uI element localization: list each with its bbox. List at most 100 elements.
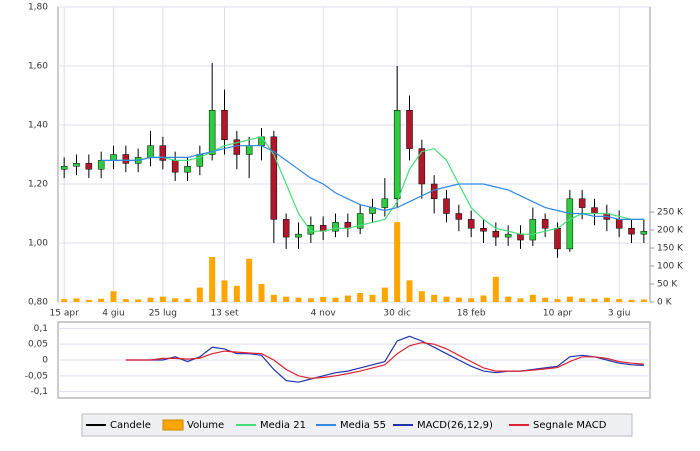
volume-bar [579,298,586,302]
y-tick-label: 1,60 [28,62,48,72]
volume-bar [455,297,462,302]
y-tick-label: 0,1 [34,324,48,334]
candle-body [73,163,80,167]
candle-body [97,160,105,170]
volume-bar [406,280,413,302]
legend-label: Candele [110,420,151,431]
candle-body [578,198,586,208]
candle-body [245,145,253,155]
volume-bar [443,296,450,302]
y2-tick-label: 0 K [657,298,673,308]
candle-body [566,198,574,250]
candle-body [418,148,426,185]
legend-label: Media 55 [340,420,386,431]
candle-body [529,219,537,241]
volume-bar [640,299,647,302]
candle-body [159,145,167,161]
volume-bar [480,295,487,302]
candle-body [258,136,265,146]
x-tick-label: 4 nov [311,309,337,319]
volume-bar [258,284,265,302]
candle-body [110,154,117,161]
candle-body [640,230,648,235]
volume-bar [554,299,561,302]
volume-bar [394,222,401,302]
x-tick-label: 25 lug [149,309,177,319]
x-tick-label: 3 giu [608,309,631,319]
series-line [125,335,644,383]
volume-bar [492,276,499,302]
candle-body [332,222,339,232]
volume-bar [332,297,339,302]
x-tick-label: 30 dic [383,309,411,319]
legend-box [81,413,633,437]
y-tick-label: 0 [42,356,48,366]
volume-bar [628,299,635,302]
candle-body [221,110,228,140]
legend-label: Media 21 [260,420,306,431]
candle-body [381,198,389,208]
candle-body [208,110,216,155]
candle-body [307,225,315,235]
legend: Candele Volume Media 21 Media 55 MACD(26,12,… [81,413,633,437]
series-line [113,136,644,235]
candle-body [591,207,598,214]
candle-body [393,110,401,199]
volume-bar [122,299,129,302]
volume-bar [221,280,228,302]
volume-bar [61,299,68,302]
volume-bar [418,291,425,302]
volume-bar [85,299,92,302]
x-tick-label: 13 set [210,309,239,319]
candle-body [628,228,635,235]
y-tick-label: -0,1 [30,387,48,397]
volume-bar [184,298,191,302]
x-tick-label: 10 apr [543,309,573,319]
volume-bar [73,298,80,302]
y-tick-label: 1,20 [28,180,48,190]
volume-bar [566,296,573,302]
volume-bar [196,287,203,302]
candle-body [406,110,413,149]
volume-bar [381,287,388,302]
volume-bar [320,296,327,302]
volume-bar [603,297,610,302]
candle-body [295,233,302,238]
legend-label: MACD(26,12,9) [417,420,493,431]
candle-body [467,219,475,229]
volume-bar [283,296,290,302]
volume-bar [307,298,314,302]
volume-bar [159,296,166,302]
volume-bar [233,285,240,302]
volume-bar [295,297,302,302]
candle-body [60,166,68,170]
volume-bar [344,295,351,302]
legend-swatch [162,419,184,431]
volume-bar [172,298,179,302]
candle-body [270,136,278,220]
y2-tick-label: 150 K [657,244,684,254]
volume-bar [98,298,105,302]
volume-bar [135,299,142,302]
volume-bar [517,298,524,302]
candle-body [554,228,561,250]
candle-body [504,233,512,238]
volume-bar [616,299,623,302]
volume-bar [468,298,475,302]
legend-label: Volume [187,420,224,431]
y2-tick-label: 250 K [657,208,684,218]
volume-bar [246,258,253,302]
candle-body [233,139,241,155]
candle-body [171,160,179,173]
y-tick-label: 1,40 [28,121,48,131]
volume-bar [542,297,549,302]
y2-tick-label: 200 K [657,226,684,236]
candle-body [541,219,549,229]
candle-body [443,198,450,214]
candle-body [480,228,487,232]
candle-body [517,233,524,241]
volume-bar [369,294,376,302]
volume-bar [270,294,277,302]
series-line [101,145,644,220]
